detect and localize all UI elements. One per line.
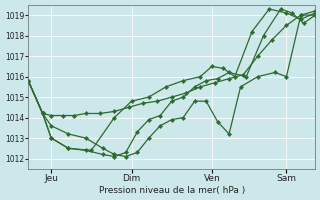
X-axis label: Pression niveau de la mer( hPa ): Pression niveau de la mer( hPa ) (99, 186, 245, 195)
